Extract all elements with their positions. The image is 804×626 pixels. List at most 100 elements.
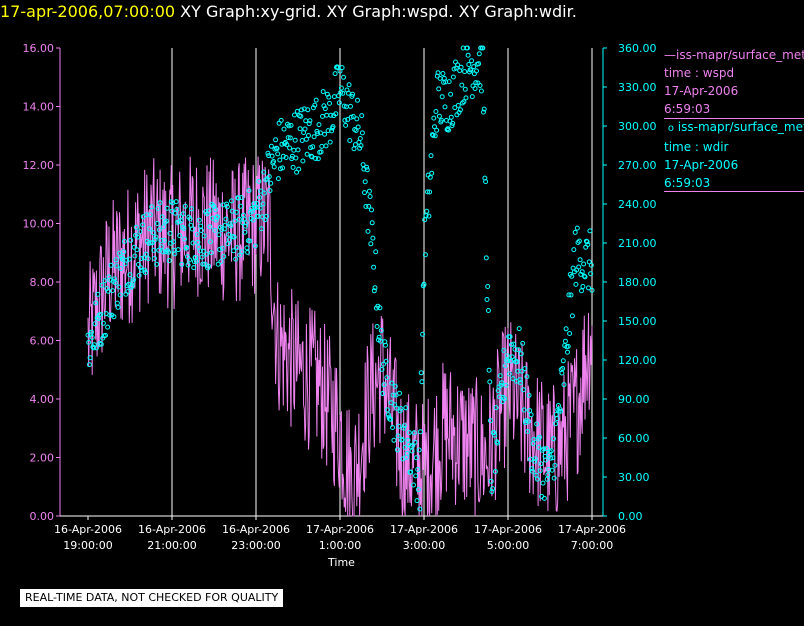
wdir-point xyxy=(308,153,314,159)
wdir-point xyxy=(418,429,423,435)
wdir-point xyxy=(576,264,582,270)
wdir-point xyxy=(358,143,364,149)
wdir-point xyxy=(545,472,551,478)
wdir-point xyxy=(238,203,244,209)
wdir-point xyxy=(187,257,192,263)
wdir-point xyxy=(300,158,306,164)
wdir-point xyxy=(544,446,549,452)
wdir-point xyxy=(116,284,122,290)
wdir-point xyxy=(505,358,511,364)
wdir-point xyxy=(509,342,514,348)
left-tick-label-6: 12.00 xyxy=(23,159,55,172)
wdir-point xyxy=(363,204,369,209)
wdir-point xyxy=(418,370,424,376)
wdir-point xyxy=(455,102,461,108)
wdir-point xyxy=(201,233,207,239)
wdir-point xyxy=(464,45,470,51)
wdir-point xyxy=(343,122,349,128)
wdir-point xyxy=(152,256,157,261)
wdir-point xyxy=(500,394,506,400)
wdir-point xyxy=(297,126,303,132)
wdir-point xyxy=(218,259,224,264)
legend-wdir-name: o iss-mapr/surface_met xyxy=(667,120,804,134)
wdir-point xyxy=(419,379,425,385)
wdir-point xyxy=(565,343,571,349)
x-axis-ticks: 16-Apr-2006 19:00:00 16-Apr-2006 21:00:00 16… xyxy=(54,516,626,552)
wdir-point xyxy=(333,111,339,117)
wdir-point xyxy=(313,156,318,161)
wdir-point xyxy=(115,304,121,310)
wdir-point xyxy=(105,324,111,330)
wdir-point xyxy=(206,208,212,214)
wdir-point xyxy=(579,288,584,294)
wdir-point xyxy=(432,124,437,130)
wdir-point xyxy=(587,228,593,234)
wdir-point xyxy=(184,245,190,250)
wdir-point xyxy=(554,416,560,422)
wdir-point xyxy=(492,432,498,438)
wdir-point xyxy=(291,147,297,153)
wdir-point xyxy=(426,213,432,219)
wdir-point xyxy=(187,216,193,222)
wdir-point xyxy=(448,91,454,97)
wdir-point xyxy=(397,408,403,414)
legend-wdir-param: time : wdir xyxy=(664,140,729,154)
legend-wspd-time: 6:59:03 xyxy=(664,102,711,116)
wdir-point xyxy=(516,347,521,353)
wdir-point xyxy=(520,340,526,346)
wdir-point xyxy=(360,162,366,168)
wdir-point xyxy=(543,457,549,463)
wdir-point xyxy=(178,218,184,224)
wdir-point xyxy=(200,261,206,267)
wdir-point xyxy=(135,234,141,240)
left-tick-label-4: 8.00 xyxy=(30,276,55,289)
wdir-point xyxy=(231,248,237,254)
right-tick-label-12: 360.00 xyxy=(618,42,657,55)
wdir-point xyxy=(588,271,594,277)
wdir-point xyxy=(180,211,186,217)
wdir-point xyxy=(182,236,188,242)
wdir-point xyxy=(245,249,251,255)
wdir-point xyxy=(244,245,250,251)
wdir-point xyxy=(154,261,160,267)
wdir-point xyxy=(493,405,499,411)
wdir-point xyxy=(503,382,509,388)
wdir-point xyxy=(348,103,353,109)
wdir-point xyxy=(196,217,202,223)
wdir-point xyxy=(413,473,419,479)
wdir-point xyxy=(278,117,284,123)
wdir-point xyxy=(537,434,542,440)
wdir-point xyxy=(337,68,343,74)
wdir-point xyxy=(577,257,583,263)
wdir-point xyxy=(222,222,228,228)
wdir-point xyxy=(371,264,377,270)
wdir-point xyxy=(170,239,176,245)
wdir-point xyxy=(415,487,421,493)
wdir-point xyxy=(516,326,522,332)
wdir-point xyxy=(566,292,572,298)
wdir-point xyxy=(387,416,393,422)
wdir-point xyxy=(357,136,363,141)
wdir-point xyxy=(440,71,446,76)
wdir-point xyxy=(352,142,358,148)
wdir-point xyxy=(93,345,99,351)
wdir-point xyxy=(331,94,337,100)
wdir-point xyxy=(539,447,545,453)
wdir-point xyxy=(551,475,557,481)
wdir-point xyxy=(283,155,289,160)
wdir-point xyxy=(224,204,230,210)
wdir-point xyxy=(567,331,573,336)
wdir-point xyxy=(229,198,234,204)
x-tick-time-6: 7:00:00 xyxy=(571,539,613,552)
wdir-point xyxy=(226,237,232,243)
wdir-point xyxy=(463,95,469,101)
wdir-point xyxy=(338,85,344,91)
wdir-point xyxy=(299,138,305,143)
wdir-point xyxy=(215,261,221,267)
wdir-point xyxy=(396,423,402,429)
wdir-point xyxy=(157,200,163,206)
wdir-point xyxy=(288,122,294,128)
wdir-point xyxy=(434,127,440,133)
wdir-point xyxy=(339,65,345,71)
legend-separator xyxy=(664,118,804,119)
